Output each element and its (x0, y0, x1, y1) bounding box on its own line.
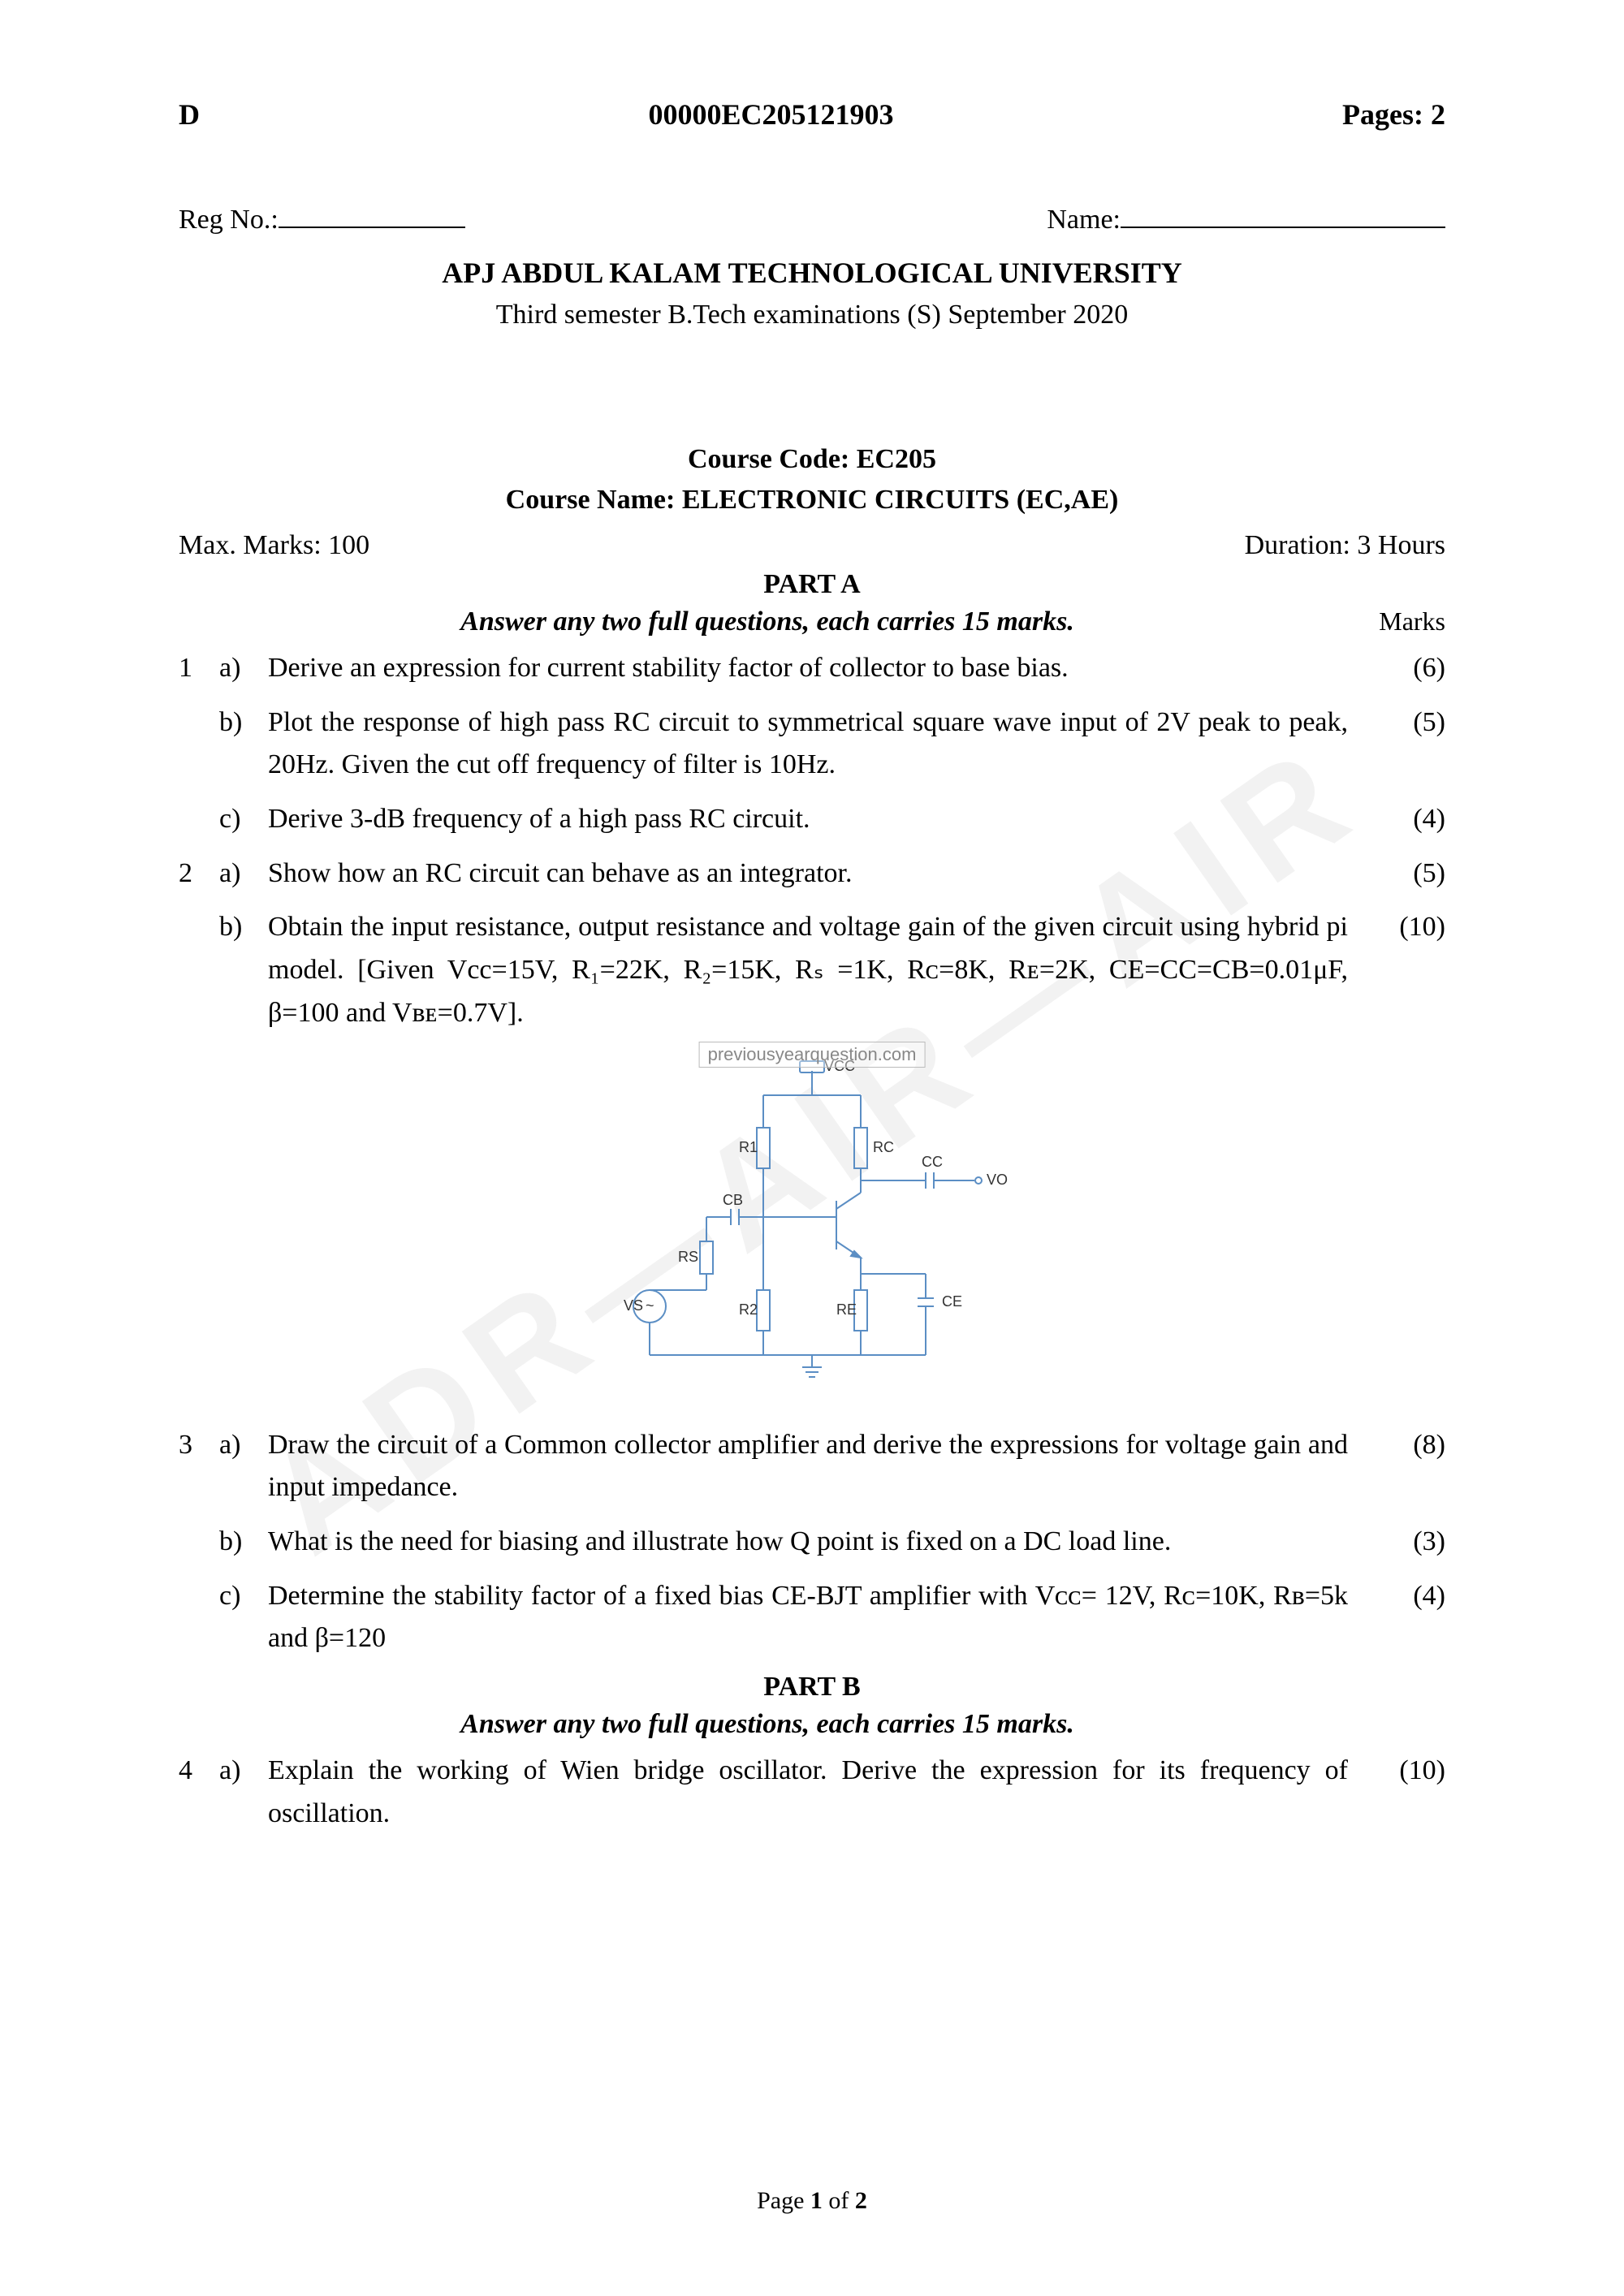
q-sub: a) (219, 647, 268, 690)
course-code: Course Code: EC205 (179, 444, 1445, 475)
q-text: Derive 3-dB frequency of a high pass RC … (268, 798, 1372, 841)
question-1b: b) Plot the response of high pass RC cir… (179, 701, 1445, 787)
max-marks: Max. Marks: 100 (179, 530, 369, 561)
part-a-heading: PART A (179, 569, 1445, 600)
q-sub: a) (219, 1750, 268, 1835)
q-num: 4 (179, 1750, 219, 1835)
q-marks: (3) (1372, 1521, 1445, 1564)
watermark-url: previousyearquestion.com (699, 1042, 926, 1068)
q-marks: (4) (1372, 1575, 1445, 1660)
q-text: Explain the working of Wien bridge oscil… (268, 1750, 1372, 1835)
question-3b: b) What is the need for biasing and illu… (179, 1521, 1445, 1564)
q-num (179, 1575, 219, 1660)
label-cb: CB (723, 1192, 743, 1208)
q-num: 1 (179, 647, 219, 690)
q-num: 2 (179, 852, 219, 896)
circuit-diagram-container: previousyearquestion.com VCC R1 (179, 1047, 1445, 1392)
university-name: APJ ABDUL KALAM TECHNOLOGICAL UNIVERSITY (179, 256, 1445, 290)
label-rs: RS (678, 1249, 698, 1265)
label-re: RE (836, 1301, 857, 1318)
page-current: 1 (810, 2187, 823, 2214)
question-3c: c) Determine the stability factor of a f… (179, 1575, 1445, 1660)
circuit-diagram: VCC R1 RC (601, 1047, 1023, 1388)
q-marks: (5) (1372, 852, 1445, 896)
marks-column-label: Marks (1356, 606, 1445, 637)
name-field (1121, 205, 1445, 228)
duration: Duration: 3 Hours (1245, 530, 1445, 561)
label-vo: VO (987, 1172, 1008, 1188)
q-marks: (10) (1372, 906, 1445, 1034)
q-text: Determine the stability factor of a fixe… (268, 1575, 1372, 1660)
q-num: 3 (179, 1424, 219, 1509)
q-text: Derive an expression for current stabili… (268, 647, 1372, 690)
question-4a: 4 a) Explain the working of Wien bridge … (179, 1750, 1445, 1835)
page-footer: Page 1 of 2 (0, 2187, 1624, 2215)
q-sub: c) (219, 798, 268, 841)
q-marks: (4) (1372, 798, 1445, 841)
doc-letter: D (179, 97, 200, 132)
q-num (179, 1521, 219, 1564)
part-b-heading: PART B (179, 1672, 1445, 1703)
page-total: 2 (855, 2187, 867, 2214)
label-r2: R2 (739, 1301, 758, 1318)
q-marks: (6) (1372, 647, 1445, 690)
pages-label: Pages: 2 (1342, 97, 1445, 132)
q-sub: a) (219, 852, 268, 896)
question-1c: c) Derive 3-dB frequency of a high pass … (179, 798, 1445, 841)
part-b-instruction: Answer any two full questions, each carr… (179, 1709, 1356, 1740)
reg-no-label: Reg No.: (179, 205, 279, 235)
page-of: of (823, 2187, 855, 2214)
question-1a: 1 a) Derive an expression for current st… (179, 647, 1445, 690)
course-name: Course Name: ELECTRONIC CIRCUITS (EC,AE) (179, 485, 1445, 516)
q-sub: b) (219, 701, 268, 787)
q-num (179, 701, 219, 787)
q-text: Show how an RC circuit can behave as an … (268, 852, 1372, 896)
exam-description: Third semester B.Tech examinations (S) S… (179, 300, 1445, 330)
label-vs: VS (624, 1297, 643, 1314)
question-3a: 3 a) Draw the circuit of a Common collec… (179, 1424, 1445, 1509)
label-cc: CC (922, 1154, 943, 1170)
document-header: D 00000EC205121903 Pages: 2 (179, 97, 1445, 132)
svg-text:~: ~ (646, 1297, 654, 1314)
q-num (179, 798, 219, 841)
q-marks: (10) (1372, 1750, 1445, 1835)
q-sub: c) (219, 1575, 268, 1660)
q-text: What is the need for biasing and illustr… (268, 1521, 1372, 1564)
name-label: Name: (1047, 205, 1121, 235)
part-a-instruction: Answer any two full questions, each carr… (179, 606, 1356, 637)
question-2b: b) Obtain the input resistance, output r… (179, 906, 1445, 1034)
question-2a: 2 a) Show how an RC circuit can behave a… (179, 852, 1445, 896)
q-sub: b) (219, 1521, 268, 1564)
q-text: Plot the response of high pass RC circui… (268, 701, 1372, 787)
reg-name-row: Reg No.: Name: (179, 205, 1445, 235)
marks-duration-row: Max. Marks: 100 Duration: 3 Hours (179, 530, 1445, 561)
q-num (179, 906, 219, 1034)
label-r1: R1 (739, 1139, 758, 1155)
q-sub: a) (219, 1424, 268, 1509)
q-marks: (5) (1372, 701, 1445, 787)
label-ce: CE (942, 1293, 962, 1310)
label-rc: RC (873, 1139, 894, 1155)
q-text: Obtain the input resistance, output resi… (268, 906, 1372, 1034)
q-text: Draw the circuit of a Common collector a… (268, 1424, 1372, 1509)
q-sub: b) (219, 906, 268, 1034)
q-marks: (8) (1372, 1424, 1445, 1509)
reg-no-field (279, 205, 465, 228)
doc-code: 00000EC205121903 (649, 97, 894, 132)
page-prefix: Page (757, 2187, 810, 2214)
